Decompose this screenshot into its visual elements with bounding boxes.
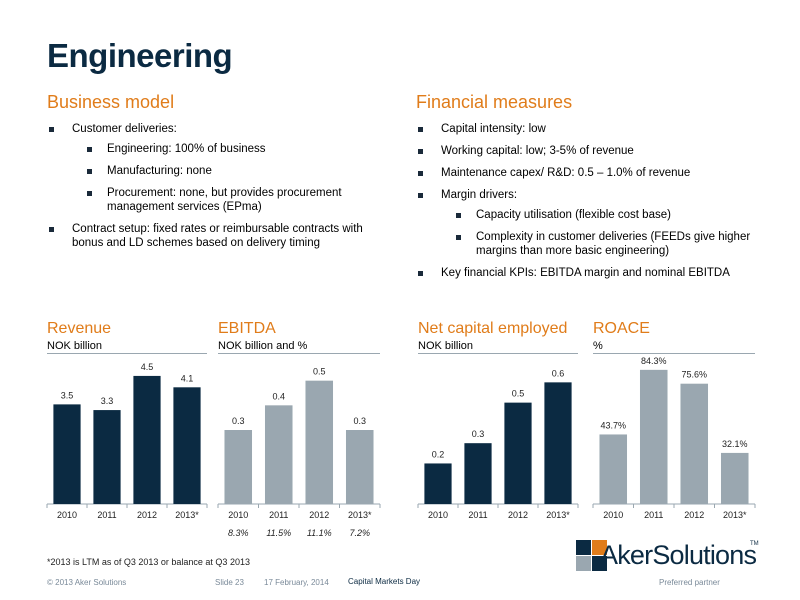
copyright: © 2013 Aker Solutions <box>47 578 127 587</box>
margin-label: 7.2% <box>349 528 370 538</box>
x-tick-label: 2011 <box>269 510 288 520</box>
data-label: 0.6 <box>552 368 565 378</box>
trademark: TM <box>750 541 759 547</box>
data-label: 0.3 <box>472 429 485 439</box>
data-label: 75.6% <box>681 370 707 380</box>
financial-measures-list: Capital intensity: low Working capital: … <box>416 122 756 288</box>
ebitda-chart-title: EBITDA <box>218 320 276 337</box>
bar <box>504 402 532 504</box>
data-label: 0.2 <box>432 449 445 459</box>
bar <box>599 434 628 504</box>
logo-square-icon <box>592 540 607 555</box>
divider <box>47 353 207 354</box>
x-tick-label: 2010 <box>428 510 448 520</box>
bar <box>264 405 293 504</box>
margin-label: 11.5% <box>266 528 291 538</box>
bar <box>544 382 572 504</box>
data-label: 84.3% <box>641 356 667 366</box>
logo-square-icon <box>576 540 591 555</box>
data-label: 0.3 <box>232 416 245 426</box>
data-label: 43.7% <box>600 420 626 430</box>
business-model-list: Customer deliveries: Engineering: 100% o… <box>47 122 387 258</box>
logo-square-icon <box>592 556 607 571</box>
margin-label: 11.1% <box>307 528 332 538</box>
x-tick-label: 2010 <box>57 510 77 520</box>
sub-list: Engineering: 100% of business Manufactur… <box>87 142 387 214</box>
bar <box>173 387 201 504</box>
roace-chart-subtitle: % <box>593 340 603 352</box>
data-label: 4.5 <box>141 362 154 372</box>
list-item: Capacity utilisation (flexible cost base… <box>456 208 756 222</box>
footer-date: 17 February, 2014 <box>264 578 329 587</box>
footnote: *2013 is LTM as of Q3 2013 or balance at… <box>47 557 250 567</box>
ebitda-chart-subtitle: NOK billion and % <box>218 340 308 352</box>
slide-number: Slide 23 <box>215 578 244 587</box>
data-label: 0.5 <box>313 367 326 377</box>
x-tick-label: 2012 <box>684 510 704 520</box>
margin-label: 8.3% <box>228 528 249 538</box>
bar <box>639 369 668 504</box>
x-tick-label: 2010 <box>603 510 623 520</box>
bar <box>305 380 334 504</box>
event-name: Capital Markets Day <box>348 577 421 586</box>
list-item: Contract setup: fixed rates or reimbursa… <box>47 222 387 250</box>
data-label: 32.1% <box>722 439 748 449</box>
x-tick-label: 2011 <box>97 510 116 520</box>
tagline: Preferred partner <box>659 578 720 587</box>
data-label: 0.4 <box>272 391 285 401</box>
bar <box>224 430 253 504</box>
list-item: Procurement: none, but provides procurem… <box>87 186 387 214</box>
list-item: Maintenance capex/ R&D: 0.5 – 1.0% of re… <box>416 166 756 180</box>
data-label: 0.5 <box>512 389 525 399</box>
page-title: Engineering <box>47 37 233 74</box>
x-tick-label: 2011 <box>644 510 663 520</box>
list-item: Margin drivers: Capacity utilisation (fl… <box>416 188 756 258</box>
revenue-chart-subtitle: NOK billion <box>47 340 103 352</box>
sub-list: Capacity utilisation (flexible cost base… <box>456 208 756 258</box>
logo-square-icon <box>576 556 591 571</box>
data-label: 3.5 <box>61 390 74 400</box>
bar <box>464 443 492 504</box>
list-item: Engineering: 100% of business <box>87 142 387 156</box>
data-label: 4.1 <box>181 373 194 383</box>
divider <box>218 353 380 354</box>
x-tick-label: 2013* <box>348 510 372 520</box>
x-tick-label: 2012 <box>137 510 157 520</box>
list-item: Capital intensity: low <box>416 122 756 136</box>
business-model-heading: Business model <box>47 92 175 112</box>
data-label: 3.3 <box>101 396 114 406</box>
list-item: Customer deliveries: Engineering: 100% o… <box>47 122 387 214</box>
list-item: Complexity in customer deliveries (FEEDs… <box>456 230 756 258</box>
bar <box>93 410 121 504</box>
x-tick-label: 2013* <box>723 510 747 520</box>
aker-logo-mark <box>576 540 616 574</box>
x-tick-label: 2011 <box>468 510 487 520</box>
x-tick-label: 2012 <box>508 510 528 520</box>
bar <box>720 452 749 504</box>
x-tick-label: 2010 <box>228 510 248 520</box>
x-tick-label: 2013* <box>175 510 199 520</box>
company-logo-text: AkerSolutions <box>600 540 757 570</box>
x-tick-label: 2013* <box>546 510 570 520</box>
revenue-chart-title: Revenue <box>47 320 112 337</box>
financial-measures-heading: Financial measures <box>416 92 573 112</box>
nce-chart-title: Net capital employed <box>418 320 568 337</box>
nce-chart-subtitle: NOK billion <box>418 340 474 352</box>
divider <box>418 353 578 354</box>
list-item: Working capital: low; 3-5% of revenue <box>416 144 756 158</box>
list-item: Manufacturing: none <box>87 164 387 178</box>
x-tick-label: 2012 <box>309 510 329 520</box>
data-label: 0.3 <box>353 416 366 426</box>
list-item: Key financial KPIs: EBITDA margin and no… <box>416 266 756 280</box>
bar <box>345 430 374 504</box>
bar <box>53 404 81 504</box>
bar <box>133 375 161 504</box>
divider <box>593 353 755 354</box>
bar <box>680 383 709 504</box>
bar <box>424 463 452 504</box>
roace-chart-title: ROACE <box>593 320 650 337</box>
